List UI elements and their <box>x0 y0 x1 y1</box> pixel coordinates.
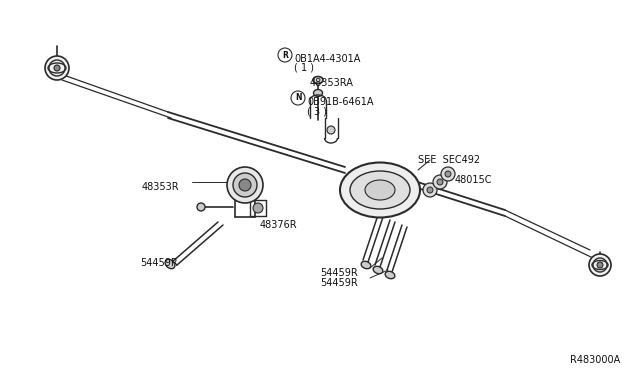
Circle shape <box>227 167 263 203</box>
Ellipse shape <box>313 77 323 83</box>
Text: N: N <box>295 93 301 103</box>
Circle shape <box>45 56 69 80</box>
Text: 48353R: 48353R <box>142 182 180 192</box>
Text: 54459R: 54459R <box>320 278 358 288</box>
Circle shape <box>597 262 603 268</box>
Circle shape <box>437 179 443 185</box>
Circle shape <box>433 175 447 189</box>
Ellipse shape <box>385 271 395 279</box>
Circle shape <box>423 183 437 197</box>
Ellipse shape <box>197 203 205 211</box>
Circle shape <box>589 254 611 276</box>
Text: ( 1 ): ( 1 ) <box>294 63 314 73</box>
Ellipse shape <box>340 163 420 218</box>
Text: R483000A: R483000A <box>570 355 620 365</box>
Circle shape <box>441 167 455 181</box>
Text: 54459R: 54459R <box>320 268 358 278</box>
Text: 48353RA: 48353RA <box>310 78 354 88</box>
Circle shape <box>427 187 433 193</box>
Text: 48376R: 48376R <box>260 220 298 230</box>
Ellipse shape <box>165 259 175 269</box>
Text: 54459R: 54459R <box>140 258 178 268</box>
Text: R: R <box>282 51 288 60</box>
Text: SEE  SEC492: SEE SEC492 <box>418 155 480 165</box>
Circle shape <box>233 173 257 197</box>
Ellipse shape <box>314 90 323 96</box>
Text: 0B91B-6461A: 0B91B-6461A <box>307 97 374 107</box>
Circle shape <box>253 203 263 213</box>
Ellipse shape <box>365 180 395 200</box>
Circle shape <box>54 65 60 71</box>
Circle shape <box>239 179 251 191</box>
Ellipse shape <box>373 266 383 274</box>
Circle shape <box>327 126 335 134</box>
Ellipse shape <box>350 171 410 209</box>
Text: ( 3 ): ( 3 ) <box>307 106 327 116</box>
Ellipse shape <box>361 261 371 269</box>
Circle shape <box>445 171 451 177</box>
Text: 48015C: 48015C <box>455 175 493 185</box>
Text: 0B1A4-4301A: 0B1A4-4301A <box>294 54 360 64</box>
